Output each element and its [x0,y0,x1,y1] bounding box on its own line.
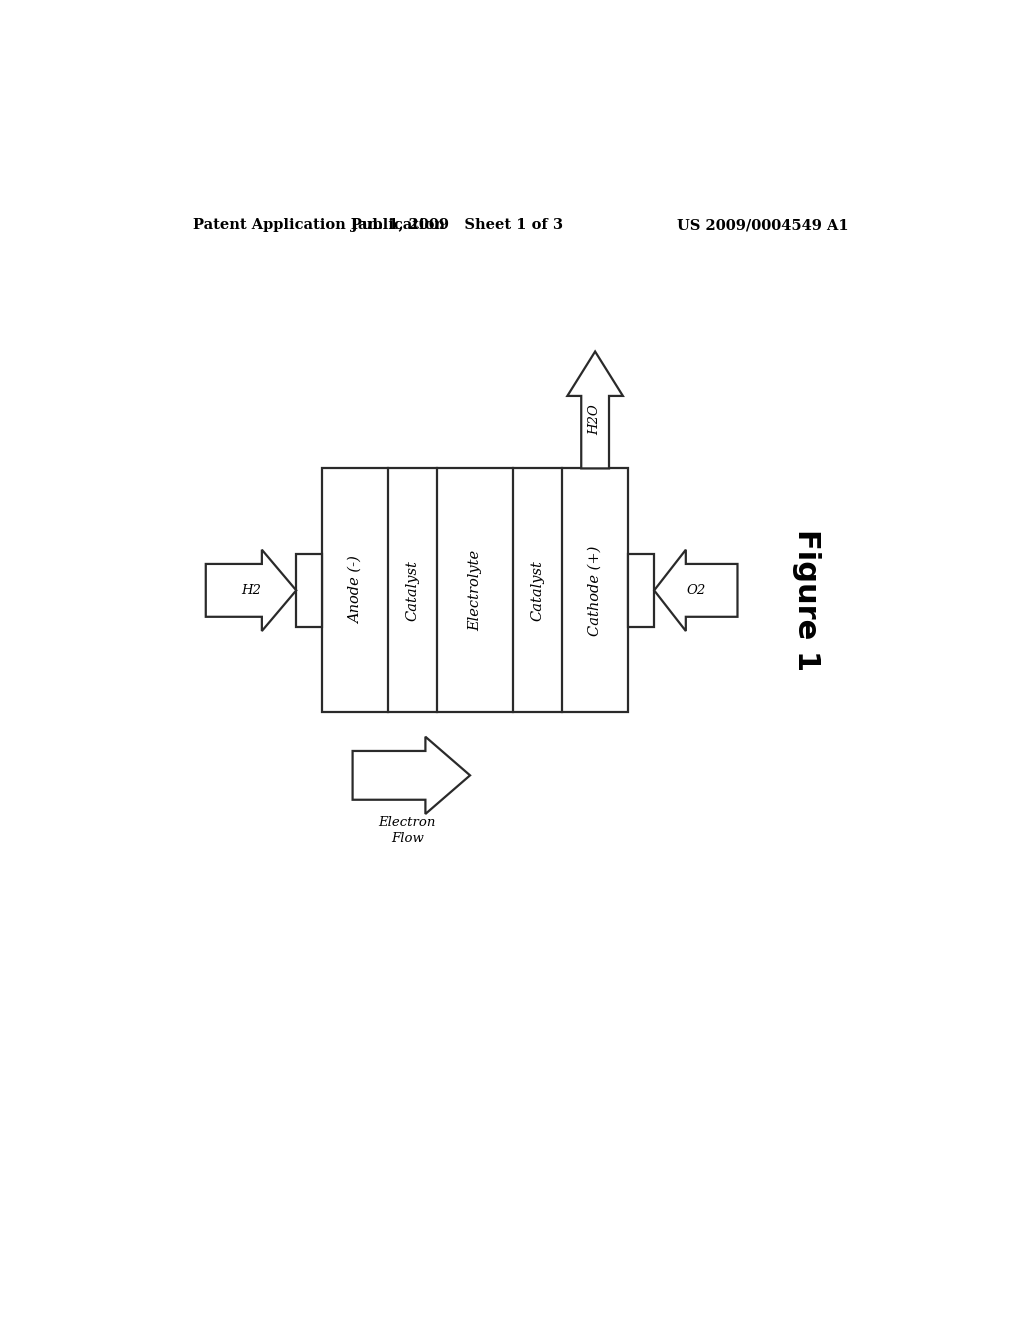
Text: Figure 1: Figure 1 [792,529,821,672]
Polygon shape [206,549,296,631]
Polygon shape [352,737,470,814]
Text: Patent Application Publication: Patent Application Publication [194,219,445,232]
Text: Anode (-): Anode (-) [348,557,362,624]
Text: O2: O2 [686,583,706,597]
Polygon shape [567,351,623,469]
Text: Electrolyte: Electrolyte [468,550,482,631]
Text: US 2009/0004549 A1: US 2009/0004549 A1 [677,219,849,232]
Polygon shape [654,549,737,631]
Text: Catalyst: Catalyst [406,560,420,620]
Text: Cathode (+): Cathode (+) [588,545,602,635]
Text: H2O: H2O [589,404,602,434]
Text: Jan. 1, 2009   Sheet 1 of 3: Jan. 1, 2009 Sheet 1 of 3 [351,219,563,232]
Text: Catalyst: Catalyst [530,560,545,620]
Text: Electron
Flow: Electron Flow [379,816,436,845]
Bar [323,469,628,713]
Text: H2: H2 [241,583,261,597]
Bar [296,554,323,627]
Bar [628,554,654,627]
